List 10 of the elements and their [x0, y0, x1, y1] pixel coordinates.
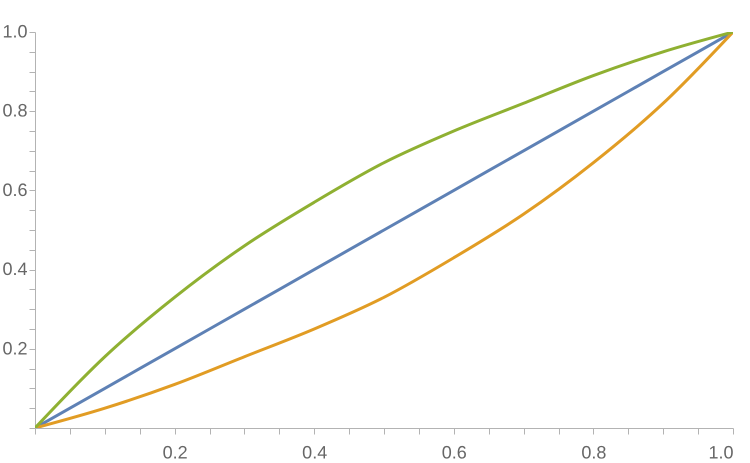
x-tick-label: 0.4	[302, 442, 328, 462]
y-tick-label: 0.2	[2, 338, 28, 358]
y-tick-label: 0.4	[2, 259, 28, 280]
x-tick-label: 0.8	[581, 442, 606, 462]
y-tick-label: 1.0	[2, 22, 28, 42]
y-tick-label: 0.8	[2, 100, 28, 121]
x-tick-label: 0.6	[442, 442, 467, 462]
x-tick-label: 1.0	[708, 442, 734, 462]
x-tick-label: 0.2	[162, 442, 188, 462]
y-tick-label: 0.6	[2, 180, 28, 200]
